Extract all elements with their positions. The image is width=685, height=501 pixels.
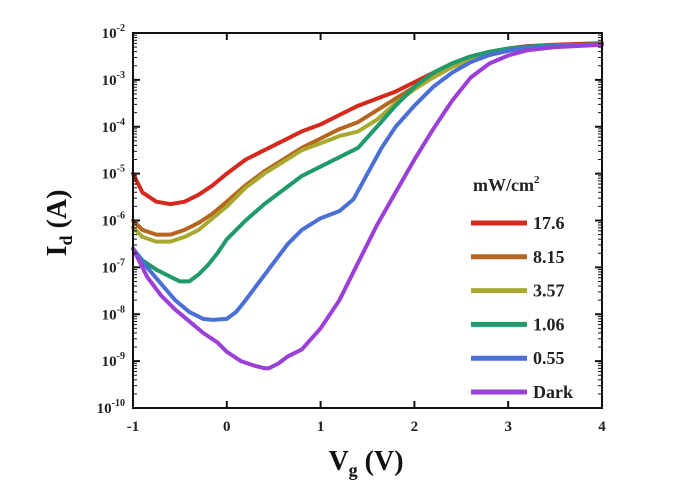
y-tick-label: 10-10 (97, 398, 125, 417)
axes-layer: -1 0 1 2 3 4 10-10 10-9 10-8 10-7 10-6 10-5 10-4 10-3… (97, 23, 607, 435)
y-tick-label: 10-2 (102, 23, 125, 42)
x-tick-label: -1 (127, 419, 140, 435)
y-tick-label: 10-4 (102, 117, 125, 136)
legend-title: mW/cm2 (473, 174, 540, 195)
legend-label: 3.57 (533, 281, 565, 301)
series-line-1-06 (131, 42, 604, 284)
y-axis-title: Id (A) (42, 190, 76, 257)
x-tick-label: 1 (317, 419, 325, 435)
legend-label: Dark (533, 382, 573, 402)
x-tick-label: 0 (223, 419, 231, 435)
y-tick-label: 10-3 (102, 70, 125, 89)
y-tick-label: 10-6 (102, 211, 125, 230)
series-layer (131, 41, 604, 371)
x-tick-label: 2 (411, 419, 419, 435)
legend-label: 8.15 (533, 247, 565, 267)
y-tick-label: 10-7 (102, 257, 125, 276)
x-tick-label: 4 (598, 419, 606, 435)
legend-label: 1.06 (533, 314, 565, 334)
legend: mW/cm2 17.6 8.15 3.57 1.06 0.55 Dark (471, 174, 573, 402)
x-axis-title: Vg (V) (328, 446, 403, 480)
y-tick-label: 10-5 (102, 164, 125, 183)
legend-label: 17.6 (533, 213, 565, 233)
x-tick-label: 3 (504, 419, 512, 435)
legend-label: 0.55 (533, 348, 565, 368)
y-tick-label: 10-8 (102, 304, 125, 323)
series-line-3-57 (131, 42, 604, 244)
y-tick-label: 10-9 (102, 351, 125, 370)
series-line-dark (131, 42, 604, 371)
series-line-0-55 (131, 42, 604, 322)
